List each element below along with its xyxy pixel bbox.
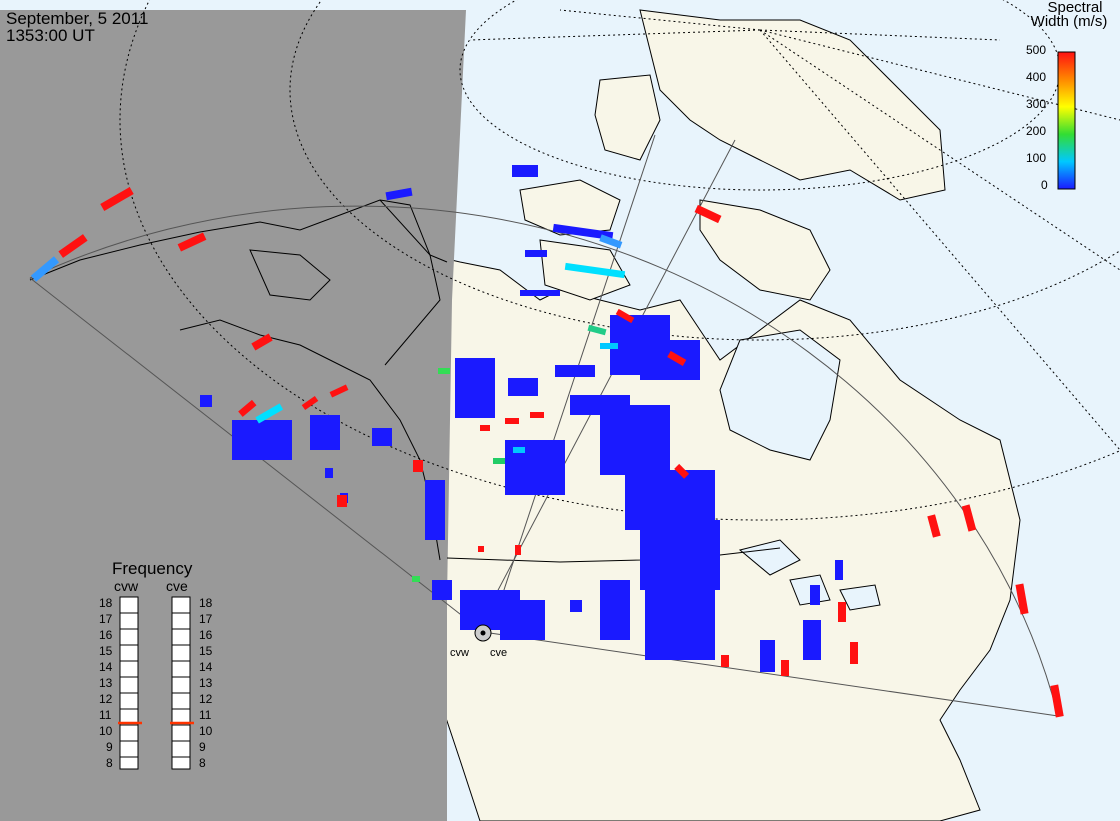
cvw-frequency-bar (119, 596, 139, 770)
night-shading (0, 10, 447, 821)
frequency-scale-label: 9 (199, 740, 206, 754)
frequency-scale-label: 14 (199, 660, 213, 674)
frequency-scale-label: 16 (99, 628, 113, 642)
colorbar-tick: 0 (1041, 178, 1048, 192)
colorbar (1057, 51, 1076, 190)
arctic-island-1 (519, 179, 621, 236)
radar-name-cve: cve (166, 578, 188, 594)
greenland-land (639, 9, 946, 201)
colorbar-title-line2: Width (m/s) (1030, 13, 1108, 30)
frequency-scale-label: 9 (106, 740, 113, 754)
colorbar-tick: 200 (1026, 124, 1047, 138)
frequency-scale-label: 12 (99, 692, 113, 706)
frequency-scale-label: 18 (199, 596, 213, 610)
frequency-scale-label: 17 (199, 612, 213, 626)
radar-name-cvw: cvw (114, 578, 139, 594)
echoes-high-width (58, 187, 1064, 718)
plot-date: September, 5 2011 (6, 9, 149, 28)
frequency-scale-label: 11 (99, 708, 112, 722)
echoes-mid-width (30, 234, 626, 582)
frequency-bars (119, 596, 191, 770)
frequency-scale-label: 10 (99, 724, 113, 738)
frequency-scale-label: 16 (199, 628, 213, 642)
colorbar-tick: 100 (1026, 151, 1047, 165)
hudson-bay (719, 329, 841, 461)
arctic-island-2 (594, 74, 661, 161)
colorbar-tick: 500 (1026, 43, 1047, 57)
frequency-scale-label: 17 (99, 612, 113, 626)
radar-site-marker (474, 624, 492, 642)
frequency-ticks (120, 612, 190, 758)
lat-lon-grid (119, 0, 1120, 521)
baffin-island (699, 199, 831, 301)
frequency-scale-label: 12 (199, 692, 213, 706)
site-label-cve: cve (490, 647, 508, 659)
site-label-cvw: cvw (450, 647, 469, 659)
colorbar-tick: 300 (1026, 97, 1047, 111)
terminator-edge (447, 10, 466, 821)
frequency-scale-label: 8 (199, 756, 206, 770)
colorbar-tick: 400 (1026, 70, 1047, 84)
colorbar-gradient (1057, 51, 1076, 190)
frequency-scale-label: 18 (99, 596, 113, 610)
colorbar-title-line1: Spectral (1047, 0, 1103, 16)
cve-frequency-bar (171, 596, 191, 770)
frequency-scale-label: 11 (199, 708, 212, 722)
frequency-scale-label: 8 (106, 756, 113, 770)
frequency-scale-label: 15 (99, 644, 113, 658)
frequency-scale-label: 10 (199, 724, 213, 738)
plot-time: 1353:00 UT (6, 26, 95, 45)
echoes-low-width (200, 165, 843, 672)
frequency-scale-label: 14 (99, 660, 113, 674)
frequency-scale-label: 15 (199, 644, 213, 658)
frequency-title: Frequency (112, 559, 193, 578)
frequency-scale-label: 13 (199, 676, 213, 690)
frequency-scale-label: 13 (99, 676, 113, 690)
